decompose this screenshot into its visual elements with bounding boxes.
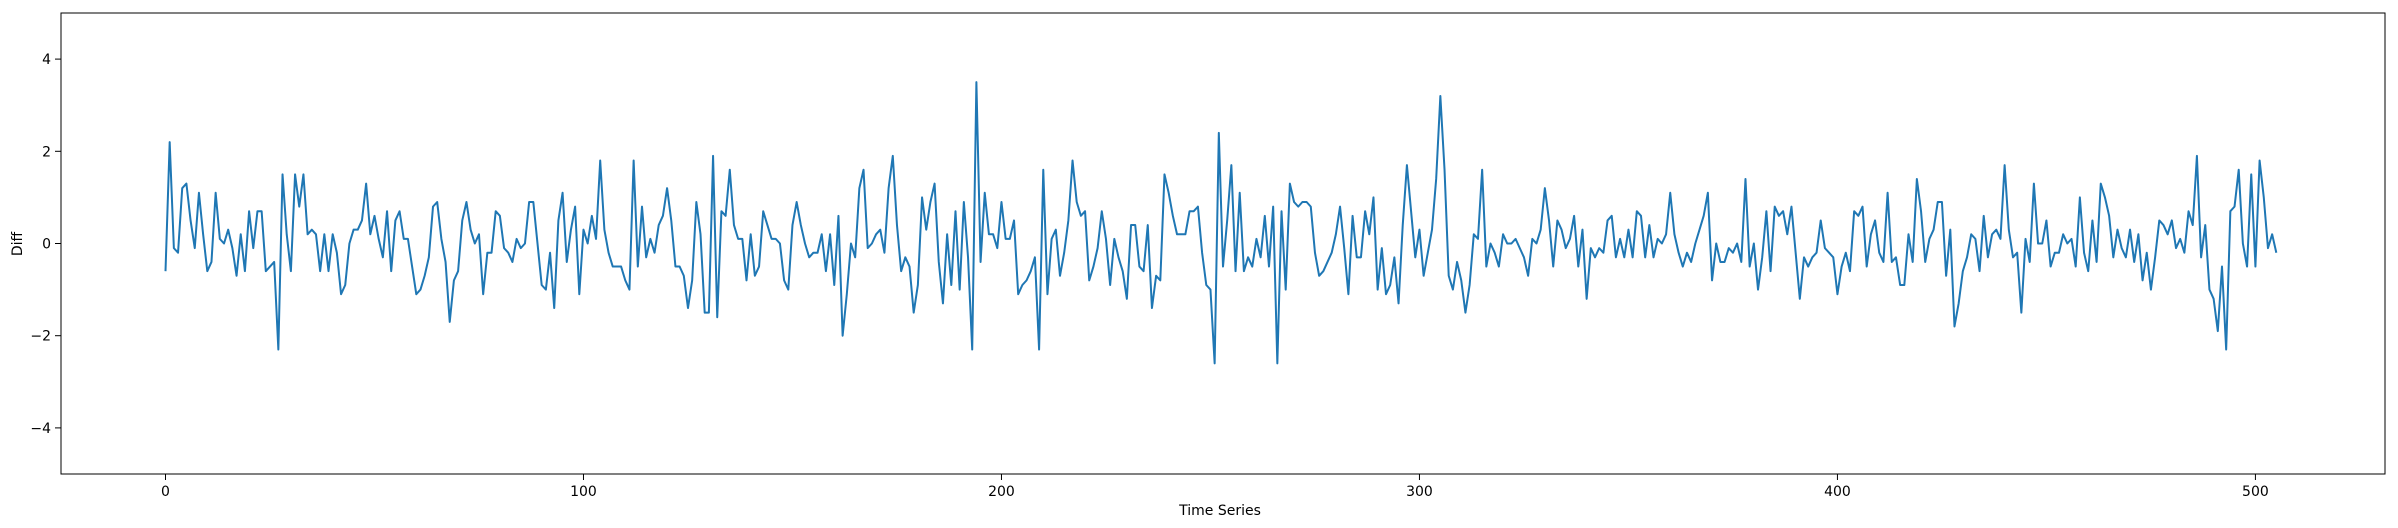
x-tick-label: 500 xyxy=(2242,484,2269,500)
y-tick-label: 2 xyxy=(42,144,51,160)
y-tick-label: −4 xyxy=(30,421,51,437)
x-tick-label: 0 xyxy=(161,484,170,500)
x-tick-label: 100 xyxy=(570,484,597,500)
y-axis-label: Diff xyxy=(10,231,26,256)
x-axis-label: Time Series xyxy=(1178,503,1261,519)
x-tick-label: 400 xyxy=(1824,484,1851,500)
x-tick-label: 300 xyxy=(1406,484,1433,500)
y-tick-label: 4 xyxy=(42,52,51,68)
y-tick-label: 0 xyxy=(42,237,51,253)
y-tick-label: −2 xyxy=(30,329,51,345)
data-layer xyxy=(164,81,2278,365)
series-line-0 xyxy=(164,81,2278,365)
x-tick-label: 200 xyxy=(988,484,1015,500)
axes-layer: 0 100 200 300 400 500 −4 −2 0 2 4 xyxy=(30,12,2386,500)
